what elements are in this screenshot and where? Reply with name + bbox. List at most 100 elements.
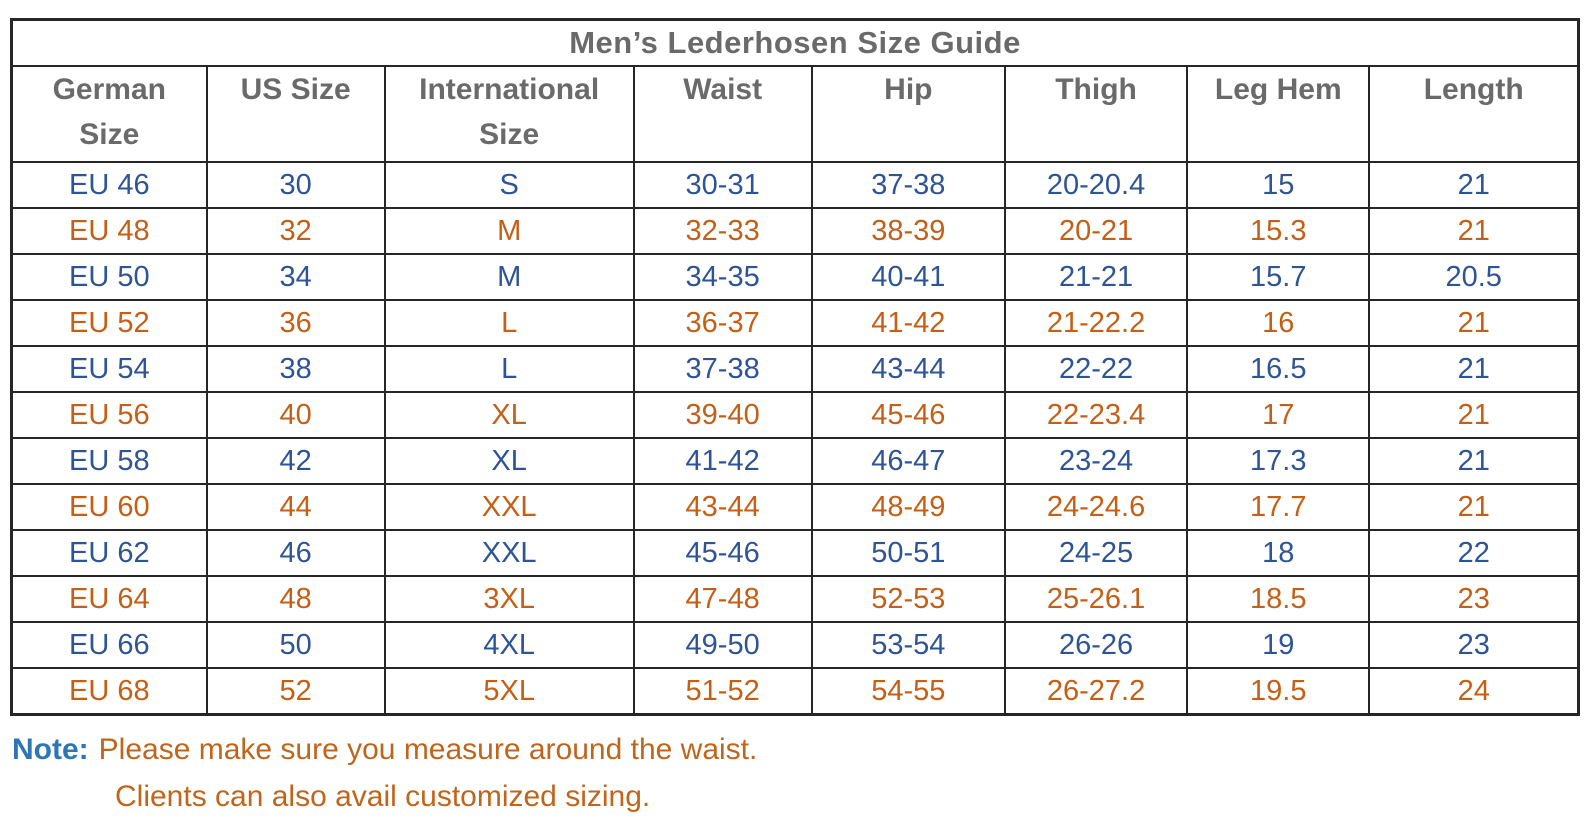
cell: EU 56 — [10, 391, 208, 439]
table-row: EU 60 44 XXL 43-44 48-49 24-24.6 17.7 21 — [10, 483, 1580, 531]
note-text-1: Please make sure you measure around the … — [98, 733, 758, 766]
cell: XL — [383, 437, 635, 485]
table-row: EU 56 40 XL 39-40 45-46 22-23.4 17 21 — [10, 391, 1580, 439]
table-row: EU 48 32 M 32-33 38-39 20-21 15.3 21 — [10, 207, 1580, 255]
cell: 18 — [1186, 529, 1371, 577]
title-row: Men’s Lederhosen Size Guide — [10, 18, 1580, 67]
cell: 46-47 — [810, 437, 1006, 485]
cell: 21 — [1368, 437, 1580, 485]
cell: 50-51 — [810, 529, 1006, 577]
cell: 22-23.4 — [1003, 391, 1189, 439]
size-guide-table: Men’s Lederhosen Size Guide German Size … — [10, 18, 1580, 716]
cell: 22 — [1368, 529, 1580, 577]
table-row: EU 50 34 M 34-35 40-41 21-21 15.7 20.5 — [10, 253, 1580, 301]
column-header-waist: Waist — [632, 65, 813, 163]
cell: 46 — [205, 529, 386, 577]
cell: M — [383, 207, 635, 255]
cell: 32 — [205, 207, 386, 255]
note-label: Note: — [12, 733, 89, 766]
cell: 54-55 — [810, 667, 1006, 716]
cell: L — [383, 345, 635, 393]
cell: EU 60 — [10, 483, 208, 531]
cell: 21 — [1368, 207, 1580, 255]
cell: XL — [383, 391, 635, 439]
cell: EU 48 — [10, 207, 208, 255]
column-header-us-size: US Size — [205, 65, 386, 163]
table-title: Men’s Lederhosen Size Guide — [10, 18, 1580, 67]
cell: 21 — [1368, 391, 1580, 439]
table-row: EU 62 46 XXL 45-46 50-51 24-25 18 22 — [10, 529, 1580, 577]
cell: 52-53 — [810, 575, 1006, 623]
cell: 43-44 — [810, 345, 1006, 393]
cell: 38 — [205, 345, 386, 393]
cell: 20-21 — [1003, 207, 1189, 255]
cell: 32-33 — [632, 207, 813, 255]
cell: EU 46 — [10, 161, 208, 209]
cell: 22-22 — [1003, 345, 1189, 393]
cell: 16 — [1186, 299, 1371, 347]
table-row: EU 46 30 S 30-31 37-38 20-20.4 15 21 — [10, 161, 1580, 209]
cell: 30-31 — [632, 161, 813, 209]
note-text-2: Clients can also avail customized sizing… — [115, 780, 651, 813]
table-row: EU 68 52 5XL 51-52 54-55 26-27.2 19.5 24 — [10, 667, 1580, 716]
table-row: EU 54 38 L 37-38 43-44 22-22 16.5 21 — [10, 345, 1580, 393]
cell: 25-26.1 — [1003, 575, 1189, 623]
cell: 23 — [1368, 575, 1580, 623]
cell: EU 54 — [10, 345, 208, 393]
column-header-leg-hem: Leg Hem — [1186, 65, 1371, 163]
cell: 34-35 — [632, 253, 813, 301]
cell: EU 62 — [10, 529, 208, 577]
cell: 20.5 — [1368, 253, 1580, 301]
column-header-hip: Hip — [810, 65, 1006, 163]
cell: 21 — [1368, 483, 1580, 531]
cell: 40-41 — [810, 253, 1006, 301]
size-guide-body: EU 46 30 S 30-31 37-38 20-20.4 15 21 EU 48 32 M 32-… — [10, 161, 1580, 716]
cell: 19 — [1186, 621, 1371, 669]
cell: 49-50 — [632, 621, 813, 669]
table-row: EU 64 48 3XL 47-48 52-53 25-26.1 18.5 23 — [10, 575, 1580, 623]
cell: 44 — [205, 483, 386, 531]
cell: 48-49 — [810, 483, 1006, 531]
cell: M — [383, 253, 635, 301]
cell: 3XL — [383, 575, 635, 623]
cell: S — [383, 161, 635, 209]
cell: 21-22.2 — [1003, 299, 1189, 347]
cell: 21-21 — [1003, 253, 1189, 301]
cell: 18.5 — [1186, 575, 1371, 623]
note: Note: Please make sure you measure around… — [12, 726, 1578, 820]
column-header-german-size: German Size — [10, 65, 208, 163]
cell: 43-44 — [632, 483, 813, 531]
cell: 17.3 — [1186, 437, 1371, 485]
cell: EU 66 — [10, 621, 208, 669]
cell: EU 52 — [10, 299, 208, 347]
cell: 17.7 — [1186, 483, 1371, 531]
cell: 21 — [1368, 299, 1580, 347]
cell: EU 50 — [10, 253, 208, 301]
table-row: EU 58 42 XL 41-42 46-47 23-24 17.3 21 — [10, 437, 1580, 485]
cell: 16.5 — [1186, 345, 1371, 393]
cell: 41-42 — [632, 437, 813, 485]
column-header-length: Length — [1368, 65, 1580, 163]
cell: 52 — [205, 667, 386, 716]
cell: 19.5 — [1186, 667, 1371, 716]
cell: 37-38 — [632, 345, 813, 393]
cell: 38-39 — [810, 207, 1006, 255]
cell: 30 — [205, 161, 386, 209]
cell: 20-20.4 — [1003, 161, 1189, 209]
cell: 24 — [1368, 667, 1580, 716]
cell: 23 — [1368, 621, 1580, 669]
cell: 42 — [205, 437, 386, 485]
cell: 5XL — [383, 667, 635, 716]
cell: 51-52 — [632, 667, 813, 716]
cell: 26-26 — [1003, 621, 1189, 669]
cell: XXL — [383, 529, 635, 577]
cell: 23-24 — [1003, 437, 1189, 485]
cell: 40 — [205, 391, 386, 439]
note-line-1: Note: Please make sure you measure around… — [12, 726, 1578, 773]
cell: 15.3 — [1186, 207, 1371, 255]
cell: L — [383, 299, 635, 347]
cell: 36-37 — [632, 299, 813, 347]
cell: 37-38 — [810, 161, 1006, 209]
cell: 53-54 — [810, 621, 1006, 669]
cell: EU 58 — [10, 437, 208, 485]
